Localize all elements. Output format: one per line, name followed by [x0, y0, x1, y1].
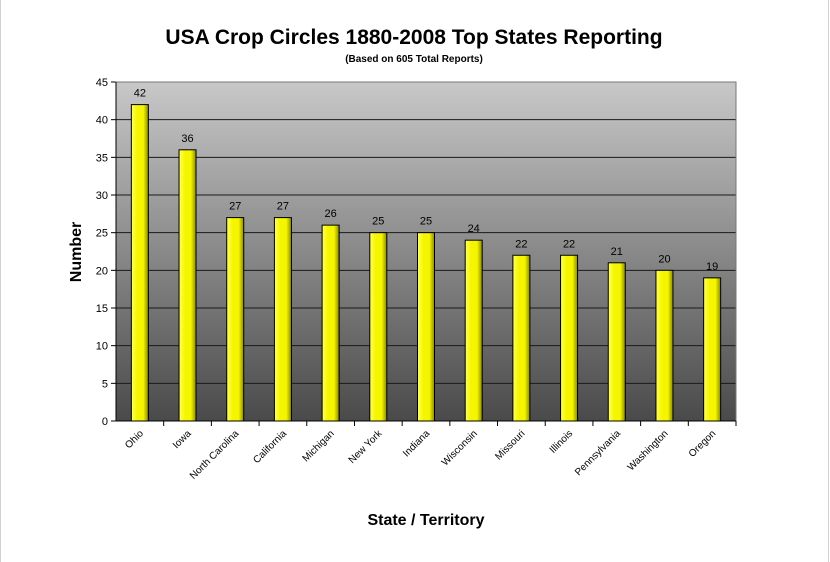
y-tick-label: 15 — [96, 303, 108, 315]
bar — [655, 269, 674, 422]
bar — [607, 262, 626, 422]
bar — [464, 239, 483, 422]
data-label: 26 — [324, 208, 336, 220]
bar — [512, 254, 531, 422]
right-edge-line — [828, 0, 829, 562]
y-tick-label: 5 — [102, 378, 108, 390]
x-tick-label: Missouri — [493, 428, 527, 462]
x-tick-label: Washington — [626, 428, 671, 473]
y-axis-title: Number — [68, 222, 85, 282]
left-edge-line — [0, 0, 1, 562]
x-tick-label: Oregon — [687, 428, 718, 459]
data-label: 22 — [563, 238, 575, 250]
bar — [273, 217, 292, 422]
bar — [226, 217, 245, 422]
x-tick-label: Wisconsin — [440, 428, 480, 468]
data-label: 24 — [468, 223, 480, 235]
x-tick-label: Ohio — [123, 428, 146, 451]
chart-title: USA Crop Circles 1880-2008 Top States Re… — [165, 26, 662, 49]
bars — [130, 104, 722, 422]
bar — [130, 104, 149, 422]
data-label: 19 — [706, 261, 718, 273]
x-tick-label: Michigan — [301, 428, 337, 464]
data-label: 20 — [658, 253, 670, 265]
data-label: 25 — [372, 216, 384, 228]
bar — [321, 224, 340, 422]
y-tick-label: 0 — [102, 416, 108, 428]
data-label: 22 — [515, 238, 527, 250]
x-tick-label: California — [251, 428, 289, 466]
bar — [369, 232, 388, 422]
data-label: 21 — [611, 246, 623, 258]
y-tick-label: 35 — [96, 152, 108, 164]
data-label: 27 — [277, 201, 289, 213]
y-tick-label: 40 — [96, 115, 108, 127]
data-label: 25 — [420, 216, 432, 228]
data-label: 42 — [134, 88, 146, 100]
bar — [178, 149, 197, 422]
bar — [560, 254, 579, 422]
data-labels: 42 36 27 27 26 25 25 24 22 22 21 20 19 — [134, 88, 719, 273]
bar — [703, 277, 722, 422]
y-tick-labels: 0 5 10 15 20 25 30 35 40 45 — [96, 77, 108, 428]
y-tick-label: 25 — [96, 228, 108, 240]
y-tick-label: 45 — [96, 77, 108, 89]
x-tick-label: Pennsylvania — [573, 428, 623, 478]
y-tick-label: 10 — [96, 341, 108, 353]
data-label: 27 — [229, 201, 241, 213]
x-axis-title: State / Territory — [367, 512, 484, 529]
x-tick-label: Illinois — [548, 428, 575, 455]
x-tick-label: Indiana — [401, 428, 432, 459]
y-tick-label: 20 — [96, 265, 108, 277]
bar — [417, 232, 435, 422]
y-tick-label: 30 — [96, 190, 108, 202]
chart-subtitle: (Based on 605 Total Reports) — [345, 54, 483, 65]
x-tick-label: New York — [347, 428, 385, 466]
x-tick-label: North Carolina — [188, 428, 242, 482]
data-label: 36 — [181, 133, 193, 145]
x-tick-label: Iowa — [171, 428, 194, 451]
